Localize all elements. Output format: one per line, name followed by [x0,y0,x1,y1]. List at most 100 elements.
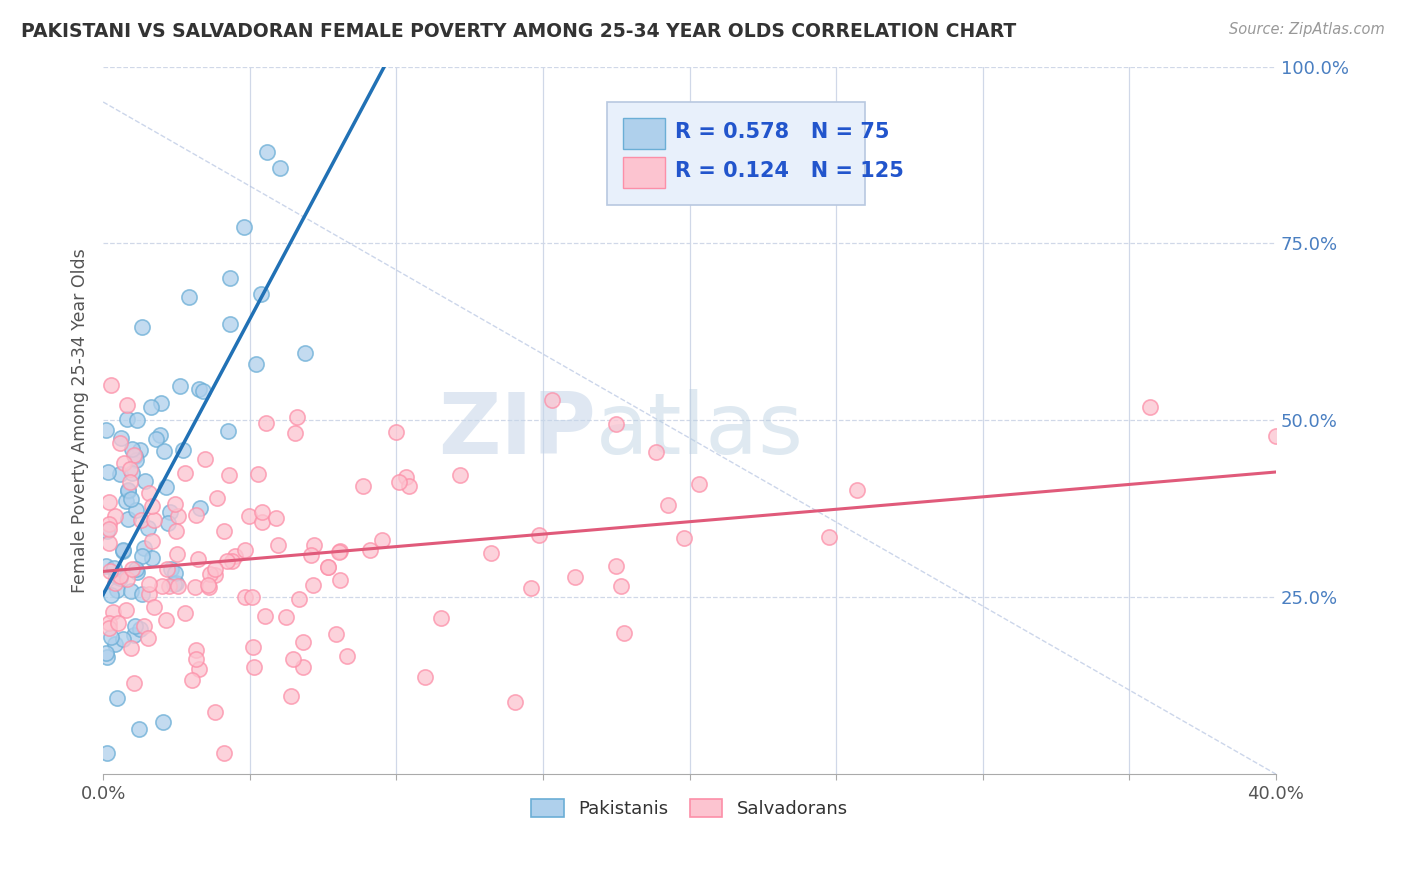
Point [118,462,141,476]
Point [149,428,172,442]
Point [157,578,180,592]
Point [167,509,190,524]
Point [98,495,121,509]
Point [613,626,636,640]
Point [605,417,627,431]
Point [238,508,260,523]
Point [115,494,138,508]
Point [395,470,418,484]
Point [160,562,183,576]
Point [131,587,153,601]
Point [280,689,302,703]
Point [98,522,121,536]
Point [818,530,841,544]
Point [243,659,266,673]
Point [172,443,194,458]
Point [110,431,132,445]
Point [688,477,710,491]
Point [184,651,207,665]
Point [180,673,202,688]
Point [115,412,138,426]
Point [150,396,173,410]
Point [157,516,180,531]
Point [122,676,145,690]
FancyBboxPatch shape [623,119,665,149]
Point [299,549,322,563]
Point [120,583,142,598]
Point [100,630,122,644]
Point [214,746,236,760]
Point [111,632,134,647]
Point [143,599,166,614]
Point [218,271,240,285]
Point [188,382,211,396]
Point [104,576,127,591]
Point [143,512,166,526]
Point [98,516,121,531]
Point [449,468,471,483]
Point [129,513,152,527]
Point [527,528,550,542]
Point [205,491,228,505]
Point [284,426,307,441]
Point [115,602,138,616]
Point [94,558,117,573]
Point [285,410,308,425]
Point [115,573,138,587]
Point [846,483,869,498]
Point [413,670,436,684]
Point [430,611,453,625]
Point [165,524,187,538]
Point [250,286,273,301]
Point [117,483,139,498]
Point [120,641,142,656]
Point [121,442,143,456]
Point [336,648,359,663]
Point [132,619,155,633]
Point [503,695,526,709]
Point [184,643,207,657]
Point [657,498,679,512]
Point [111,542,134,557]
Point [155,480,177,494]
Text: ZIP: ZIP [437,390,596,473]
Point [1265,428,1288,442]
Point [212,524,235,538]
Point [186,508,208,522]
Point [117,483,139,497]
Point [103,561,125,575]
Point [197,578,219,592]
Point [267,538,290,552]
Text: atlas: atlas [596,390,804,473]
Point [138,587,160,601]
Point [117,398,139,412]
Point [108,467,131,481]
Point [288,592,311,607]
Point [250,505,273,519]
Point [155,613,177,627]
Point [127,566,149,580]
Point [141,551,163,566]
Point [218,467,240,482]
FancyBboxPatch shape [607,102,866,204]
Point [328,545,350,559]
Point [105,690,128,705]
Point [128,622,150,636]
Point [188,500,211,515]
Point [329,544,352,558]
Point [233,591,256,605]
Point [217,424,239,438]
Point [359,542,381,557]
Point [204,567,226,582]
Point [644,445,666,459]
Point [124,503,146,517]
Point [163,566,186,581]
Point [520,581,543,595]
Point [352,479,374,493]
Point [194,451,217,466]
Point [117,511,139,525]
Point [219,317,242,331]
Point [141,533,163,548]
Text: R = 0.124   N = 125: R = 0.124 N = 125 [675,161,904,181]
Point [198,580,221,594]
